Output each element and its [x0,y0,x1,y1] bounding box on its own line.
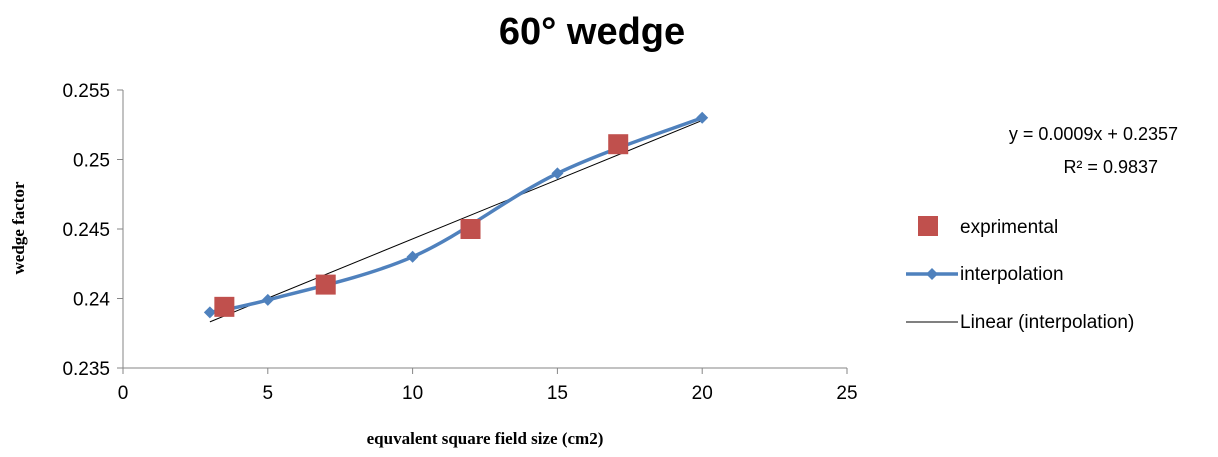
trendline-equation: y = 0.0009x + 0.2357 [1009,124,1178,144]
x-ticks: 0 5 10 15 20 25 [118,368,858,404]
legend-swatch-exprimental [918,216,938,236]
legend-item-exprimental[interactable]: exprimental [918,216,1058,238]
y-tick-label: 0.255 [62,81,110,102]
x-tick-label: 5 [263,383,274,404]
chart-title: 60° wedge [499,11,685,53]
x-tick-label: 15 [547,383,568,404]
legend-swatch-interpolation-marker [926,268,938,280]
x-tick-label: 10 [402,383,423,404]
legend: exprimental interpolation Linear (interp… [906,216,1134,333]
x-axis-title: equvalent square field size (cm2) [367,429,604,448]
x-tick-label: 0 [118,383,129,404]
interpolation-point [203,306,216,319]
y-tick-label: 0.24 [73,290,110,311]
interpolation-line [209,116,703,315]
y-axis-title: wedge factor [9,181,28,274]
exprimental-point [315,274,336,295]
y-ticks: 0.235 0.24 0.245 0.25 0.255 [62,81,123,380]
trendline-r-squared: R² = 0.9837 [1063,157,1158,177]
x-tick-label: 25 [836,383,857,404]
interpolation-point [696,111,709,124]
interpolation-point [551,167,564,180]
y-tick-label: 0.245 [62,220,110,241]
y-tick-label: 0.235 [62,359,110,380]
legend-label-interpolation: interpolation [960,264,1064,285]
interpolation-point [261,293,274,306]
exprimental-point [214,296,235,317]
exprimental-point [460,219,481,239]
legend-item-interpolation[interactable]: interpolation [906,264,1064,285]
x-tick-label: 20 [692,383,713,404]
interpolation-point [406,250,419,263]
legend-label-linear-interpolation: Linear (interpolation) [960,312,1134,333]
trendline-linear-interpolation [209,119,703,323]
legend-item-linear-interpolation[interactable]: Linear (interpolation) [906,312,1134,333]
y-tick-label: 0.25 [73,151,110,172]
legend-label-exprimental: exprimental [960,217,1058,238]
series-layer [203,111,709,323]
exprimental-point [608,134,629,155]
